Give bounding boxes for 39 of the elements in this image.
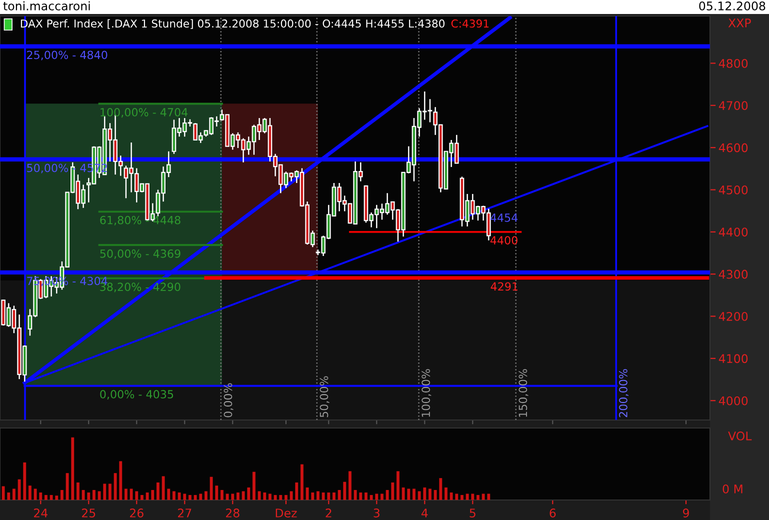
annotation: 61,80% - 4448 xyxy=(100,216,180,226)
y-tick-label: 4200 xyxy=(718,312,748,321)
annotation: 0,00% - 4035 xyxy=(100,390,174,400)
y-tick-label: 4500 xyxy=(718,185,748,194)
x-tick-label: 24 xyxy=(34,508,48,518)
annotation: 100,00% - 4704 xyxy=(100,108,188,118)
y-tick-label: 4600 xyxy=(718,143,748,152)
annotation: 50,00% - 4369 xyxy=(100,249,180,259)
x-tick-label: 25 xyxy=(82,508,96,518)
text: 05.12.2008 xyxy=(699,1,766,10)
y-tick-label: 4400 xyxy=(718,228,748,237)
y-tick-label: 4100 xyxy=(718,354,748,364)
y-tick-label: 4300 xyxy=(718,270,748,279)
annotation: 0,00% xyxy=(224,383,234,418)
y-tick-label: 4800 xyxy=(718,58,748,68)
x-tick-label: 4 xyxy=(421,508,428,518)
annotation: 4400 xyxy=(490,236,518,245)
x-tick-label: 5 xyxy=(470,508,476,518)
y-tick-label: 4000 xyxy=(718,396,748,406)
annotation: 150,00% xyxy=(518,369,528,417)
x-tick-label: 6 xyxy=(550,508,556,518)
chart-subtitle: C:4391 xyxy=(451,19,489,28)
x-tick-label: Dez xyxy=(276,508,297,518)
x-tick-label: 3 xyxy=(374,508,380,518)
text: 0 M xyxy=(722,484,742,494)
annotation: 200,00% xyxy=(618,369,629,418)
annotation: 4291 xyxy=(490,282,518,291)
x-tick-label: 27 xyxy=(178,508,192,518)
text: XXP xyxy=(728,18,751,28)
annotation: 100,00% xyxy=(422,369,432,417)
x-tick-label: 9 xyxy=(682,508,689,518)
x-tick-label: 28 xyxy=(226,508,240,518)
x-tick-label: 26 xyxy=(130,508,144,518)
text: VOL xyxy=(728,431,752,440)
annotation: 50,00% xyxy=(320,376,330,418)
text: toni.maccaroni xyxy=(3,1,90,10)
x-tick-label: 2 xyxy=(326,508,332,518)
y-tick-label: 4700 xyxy=(718,101,748,110)
annotation: 25,00% - 4840 xyxy=(27,50,108,60)
